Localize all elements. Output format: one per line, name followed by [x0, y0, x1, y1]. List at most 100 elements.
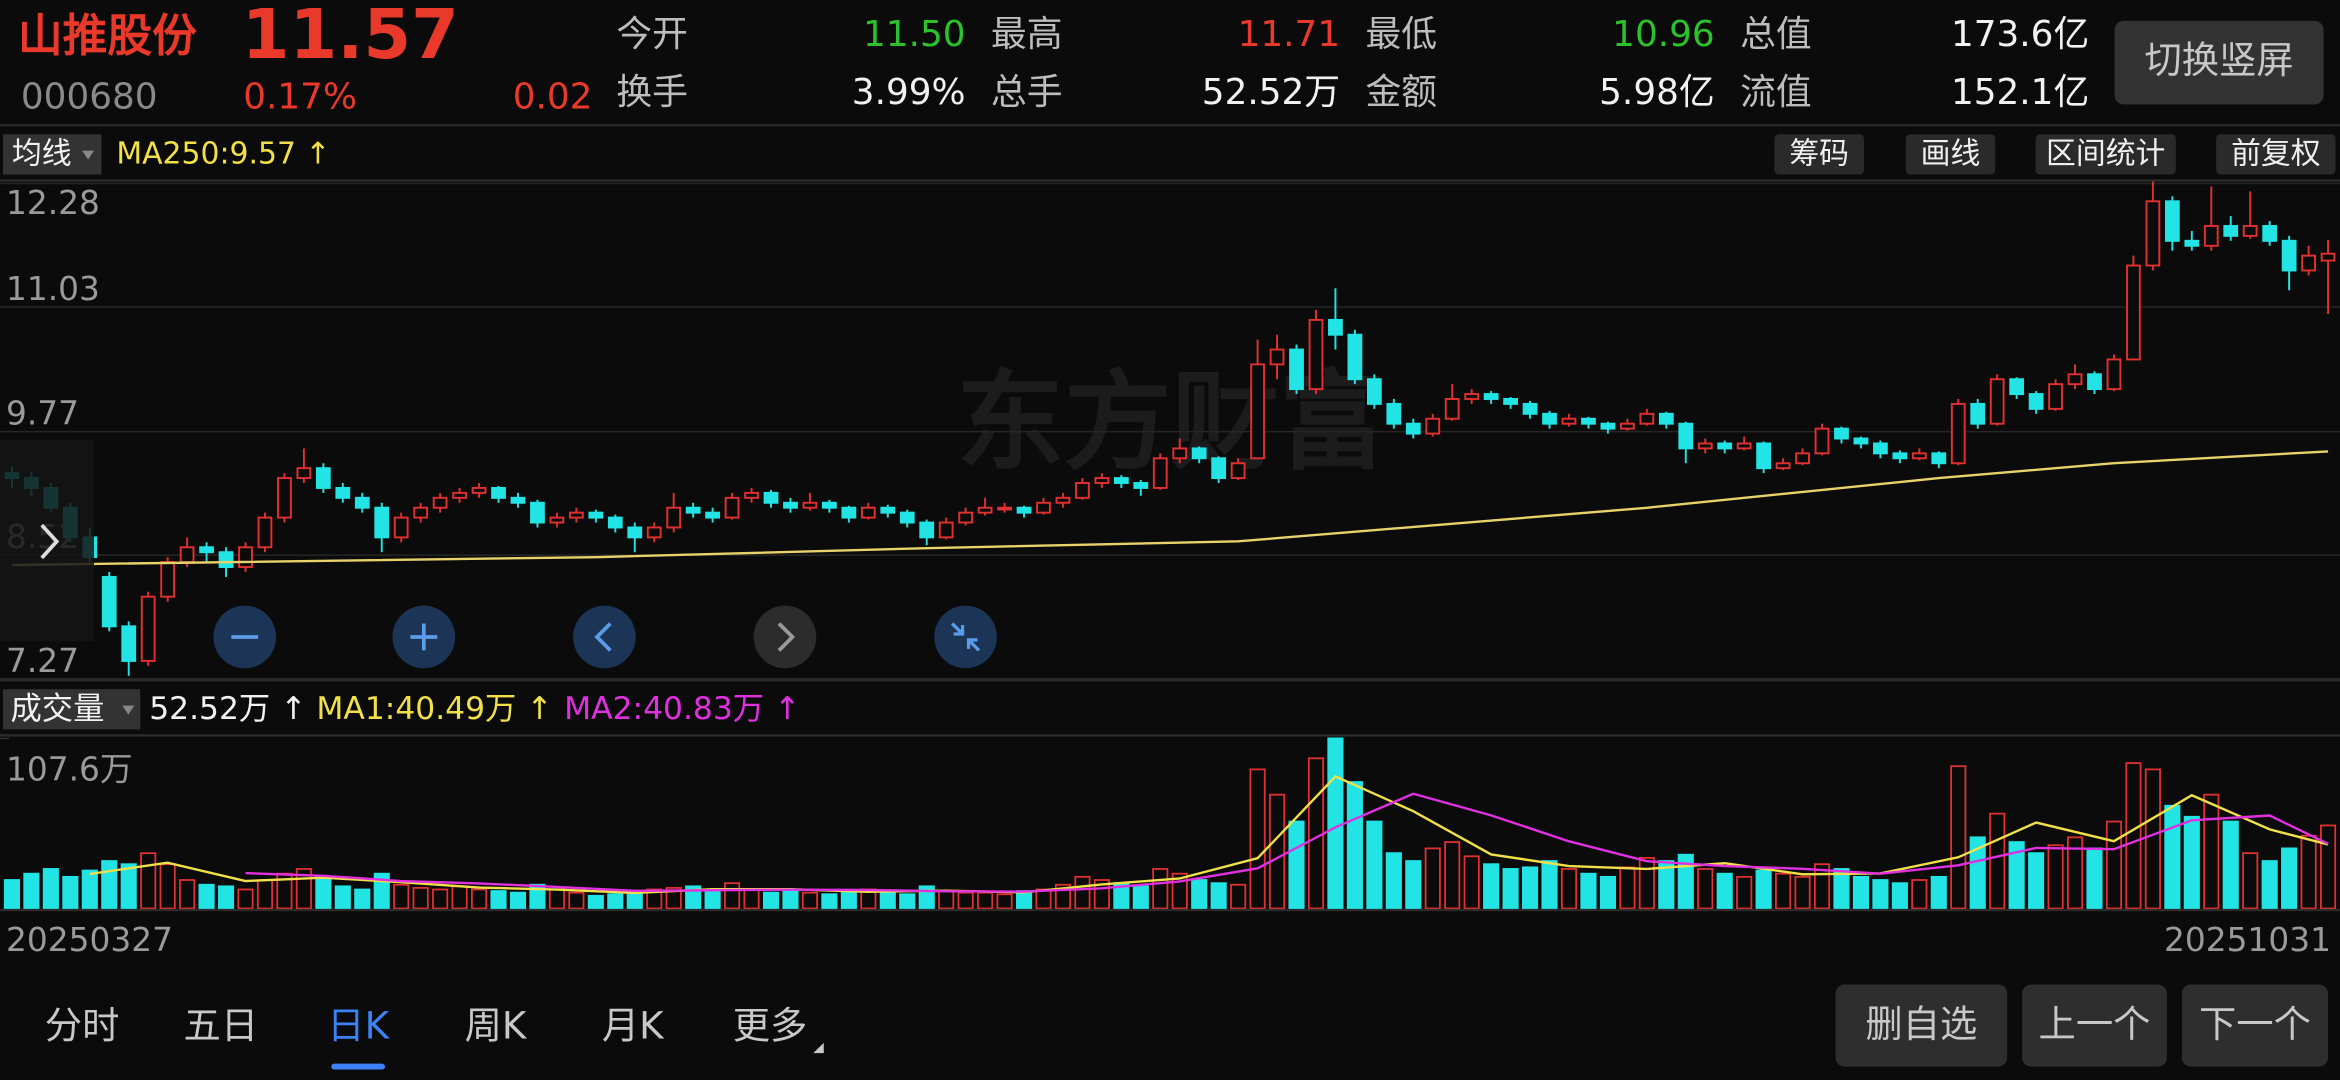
volume-menu-label: 成交量 — [10, 691, 104, 727]
candle-body — [919, 521, 935, 539]
candle-body — [199, 546, 214, 554]
switch-button-label: 切换竖屏 — [2145, 38, 2294, 82]
candle-body — [1269, 348, 1285, 366]
switch-button[interactable] — [2114, 20, 2324, 105]
side-panel[interactable] — [0, 440, 95, 642]
volume-menu[interactable] — [2, 689, 141, 730]
volume-bar — [821, 893, 838, 910]
action-button[interactable] — [2022, 984, 2167, 1067]
candle-body — [1873, 442, 1888, 455]
volume-bar — [62, 875, 79, 910]
volume-bar — [646, 888, 663, 910]
volume-bar — [1833, 868, 1850, 910]
candle-body — [1950, 402, 1966, 465]
candle-body — [121, 625, 137, 662]
tab[interactable]: 月K — [602, 1003, 665, 1047]
tool-button-label: 筹码 — [1789, 137, 1849, 172]
volume-bar — [2125, 762, 2142, 910]
volume-bar — [2028, 852, 2045, 910]
candle-body — [1366, 378, 1382, 405]
volume-bar — [1424, 847, 1441, 910]
volume-bar — [957, 891, 974, 910]
volume-bar — [529, 883, 546, 910]
volume-bar — [2281, 847, 2298, 910]
candle-body — [2067, 373, 2083, 386]
candle-body — [1036, 501, 1051, 514]
action-button[interactable] — [2181, 984, 2329, 1067]
candle-body — [724, 496, 740, 519]
volume-bar — [1560, 868, 1578, 910]
candle-body — [2087, 373, 2102, 391]
tool-button[interactable] — [1905, 134, 1996, 175]
candle-body — [471, 486, 487, 494]
candle-body — [958, 511, 974, 524]
candle-body — [277, 477, 292, 519]
action-button[interactable] — [1835, 984, 2008, 1067]
candle-body — [354, 496, 370, 509]
volume-chart: 107.6万 — [0, 737, 2337, 910]
volume-bar — [159, 863, 176, 910]
action-button-label: 上一个 — [2039, 1002, 2151, 1046]
volume-bar — [140, 852, 157, 910]
candle-body — [1853, 437, 1869, 445]
icon — [594, 622, 612, 652]
volume-bar — [1074, 875, 1091, 910]
candle-body — [783, 501, 798, 509]
reset-button[interactable] — [934, 605, 997, 669]
candle-body — [2048, 383, 2063, 410]
candle-body — [744, 491, 759, 499]
candle-body — [1250, 363, 1265, 460]
candle-body — [1581, 417, 1596, 425]
dropdown-icon — [82, 150, 95, 160]
candle-body — [1756, 442, 1772, 470]
move-left-button[interactable] — [573, 605, 636, 669]
volume-bar — [801, 891, 818, 910]
tool-button[interactable] — [2216, 134, 2336, 175]
tool-button[interactable] — [1774, 134, 1864, 175]
move-right-button[interactable] — [753, 605, 817, 669]
candle-body — [510, 496, 526, 504]
candle-body — [1328, 318, 1343, 336]
candle-body — [2145, 200, 2161, 267]
stat-label: 今开 — [616, 14, 688, 55]
candle-body — [1736, 442, 1752, 450]
volume-bar — [42, 868, 59, 910]
candle-body — [1697, 442, 1713, 450]
candle-body — [2203, 225, 2219, 247]
candle-body — [1211, 457, 1227, 480]
candle-body — [2028, 393, 2044, 410]
volume-bar — [237, 888, 254, 910]
candle-body — [2320, 252, 2336, 262]
expand-icon — [40, 523, 60, 560]
stat-value: 152.1亿 — [1951, 72, 2089, 113]
volume-bar — [1346, 781, 1363, 910]
volume-bar — [3, 879, 20, 910]
candle-body — [1911, 452, 1927, 460]
action-button-label: 删自选 — [1865, 1002, 1977, 1046]
candle-body — [841, 506, 857, 519]
candle-body — [1989, 378, 2005, 425]
stat-value: 173.6亿 — [1951, 14, 2089, 55]
tool-button[interactable] — [2035, 134, 2176, 175]
candle-body — [977, 506, 993, 514]
volume-bar — [1405, 860, 1422, 910]
candle-body — [666, 506, 682, 529]
y-tick-label: 107.6万 — [6, 751, 133, 789]
volume-bar — [1638, 856, 1655, 910]
volume-bar — [295, 868, 312, 910]
tab[interactable]: 日K — [327, 1003, 390, 1047]
candle-body — [568, 511, 584, 519]
tab[interactable]: 更多 — [733, 1003, 808, 1047]
volume-bar — [1483, 863, 1500, 910]
tab[interactable]: 周K — [465, 1003, 528, 1047]
tab[interactable]: 分时 — [45, 1003, 120, 1047]
tab[interactable]: 五日 — [184, 1003, 259, 1047]
start-date: 20250327 — [6, 921, 173, 959]
tab-indicator — [331, 1063, 386, 1070]
volume-bar — [1599, 875, 1616, 910]
volume-bar — [1210, 882, 1227, 910]
y-tick-label: 12.28 — [6, 184, 100, 222]
icon — [410, 623, 438, 651]
